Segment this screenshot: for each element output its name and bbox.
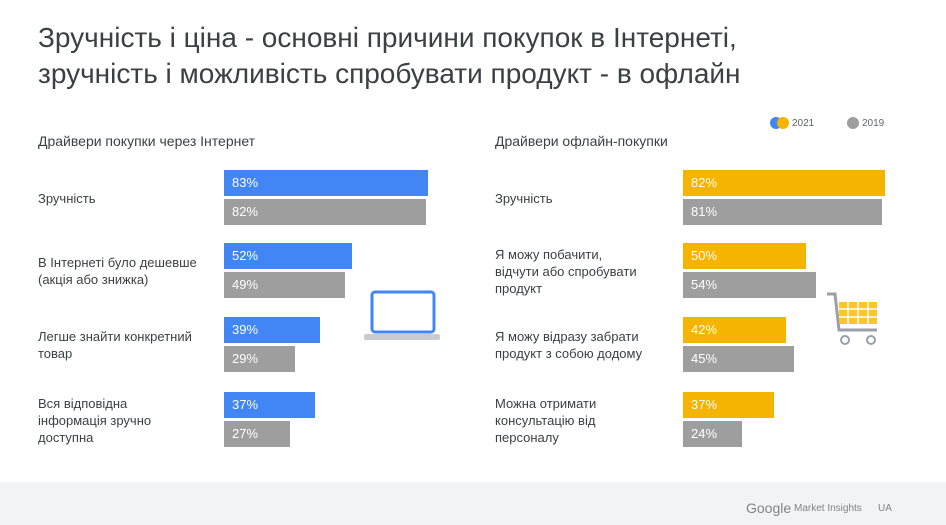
bar: 82% bbox=[224, 199, 426, 225]
footer bbox=[0, 482, 946, 525]
footer-brand: Google bbox=[746, 500, 792, 516]
bar: 37% bbox=[683, 392, 775, 418]
legend-label: 2019 bbox=[862, 117, 885, 129]
legend-swatch bbox=[777, 117, 789, 129]
value-label: 45% bbox=[691, 351, 718, 366]
value-label: 27% bbox=[232, 426, 259, 441]
title-line: Зручність і ціна - основні причини покуп… bbox=[38, 22, 737, 53]
laptop-icon bbox=[364, 290, 440, 340]
value-label: 81% bbox=[691, 204, 718, 219]
bar: 27% bbox=[224, 421, 291, 447]
chart-subtitle: Драйвери покупки через Інтернет bbox=[38, 133, 256, 149]
bar: 49% bbox=[224, 272, 345, 298]
value-label: 83% bbox=[232, 175, 259, 190]
value-label: 50% bbox=[691, 248, 718, 263]
footer-product: Market Insights bbox=[794, 503, 862, 514]
bar: 39% bbox=[224, 317, 320, 343]
value-label: 37% bbox=[232, 397, 259, 412]
category-label: Зручність bbox=[38, 190, 96, 206]
legend-label: 2021 bbox=[792, 117, 815, 129]
cart-icon bbox=[827, 292, 877, 345]
value-label: 37% bbox=[691, 397, 718, 412]
chart-subtitle: Драйвери офлайн-покупки bbox=[495, 133, 668, 149]
value-label: 82% bbox=[691, 175, 718, 190]
value-label: 42% bbox=[691, 322, 718, 337]
bar: 83% bbox=[224, 170, 429, 196]
bar: 24% bbox=[683, 421, 743, 447]
legend-swatch bbox=[847, 117, 859, 129]
title-line: зручність і можливість спробувати продук… bbox=[38, 58, 741, 89]
category-label: Я можу відразу забрати продукт з собою д… bbox=[495, 329, 643, 361]
bar: 29% bbox=[224, 346, 296, 372]
bar: 81% bbox=[683, 199, 883, 225]
bar: 52% bbox=[224, 243, 352, 269]
value-label: 54% bbox=[691, 277, 718, 292]
bar: 45% bbox=[683, 346, 794, 372]
value-label: 52% bbox=[232, 248, 259, 263]
value-label: 29% bbox=[232, 351, 259, 366]
category-label: Зручність bbox=[495, 190, 553, 206]
bar: 37% bbox=[224, 392, 316, 418]
bar: 54% bbox=[683, 272, 816, 298]
category-label: Вся відповідна інформація зручно доступн… bbox=[38, 395, 152, 445]
category-label: Можна отримати консультацію від персонал… bbox=[495, 395, 597, 445]
category-label: Я можу побачити, відчути або спробувати … bbox=[495, 246, 637, 296]
legend-item: 2021 bbox=[770, 117, 814, 129]
value-label: 39% bbox=[232, 322, 259, 337]
bar: 82% bbox=[683, 170, 885, 196]
bar: 42% bbox=[683, 317, 787, 343]
category-label: В Інтернеті було дешевше (акція або зниж… bbox=[38, 255, 197, 287]
value-label: 82% bbox=[232, 204, 259, 219]
legend-item: 2019 bbox=[847, 117, 884, 129]
category-label: Легше знайти конкретний товар bbox=[38, 329, 192, 361]
bar: 50% bbox=[683, 243, 806, 269]
value-label: 49% bbox=[232, 277, 259, 292]
value-label: 24% bbox=[691, 426, 718, 441]
footer-region: UA bbox=[878, 503, 892, 514]
